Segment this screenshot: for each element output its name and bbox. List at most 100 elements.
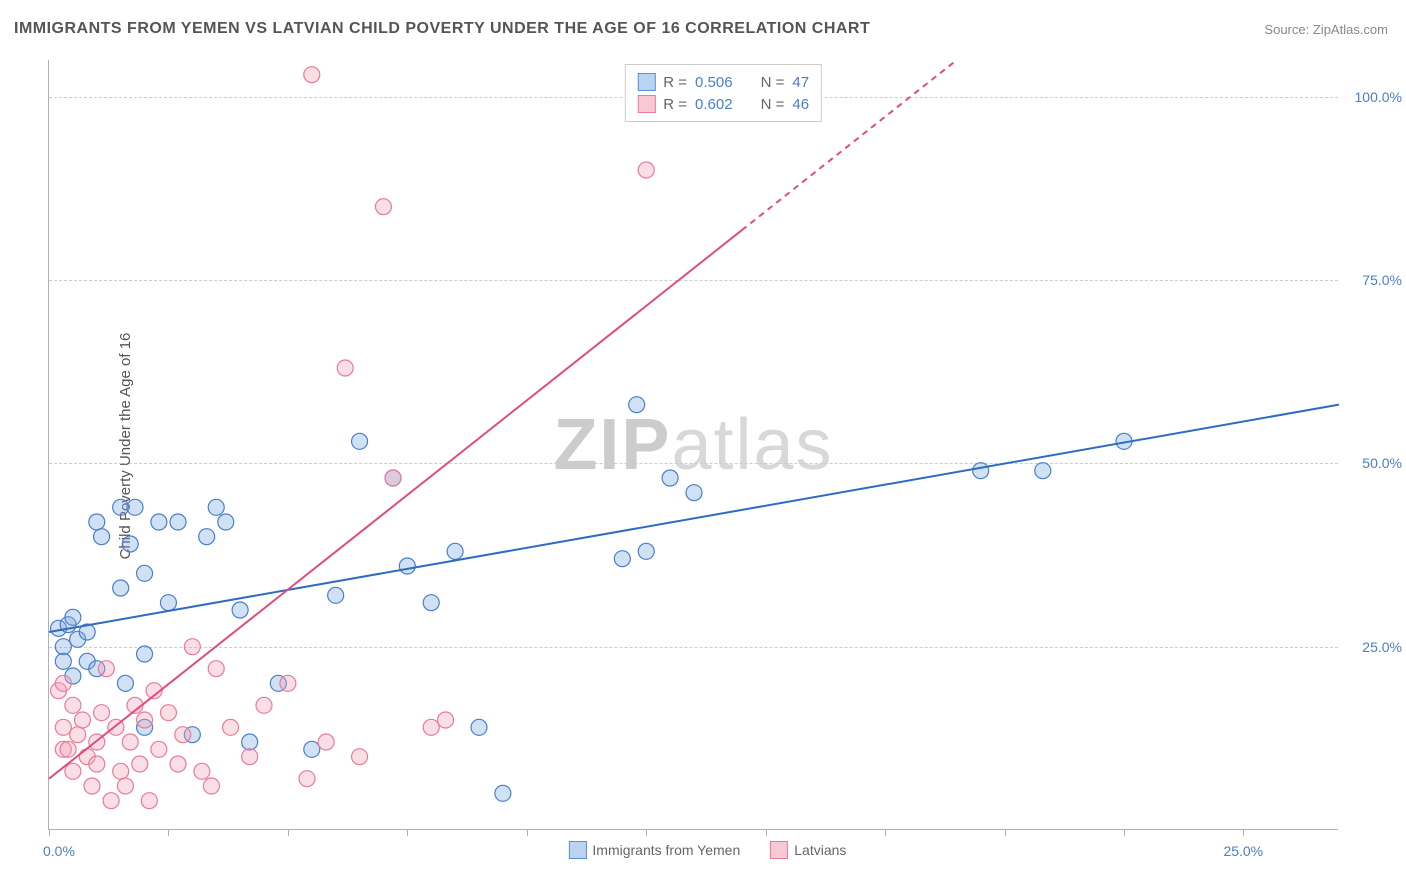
y-tick-label: 25.0% [1362,639,1402,655]
source-label: Source: [1264,22,1309,37]
n-label: N = [761,74,785,91]
scatter-point [208,499,224,515]
legend-stats-row-1: R = 0.602 N = 46 [637,93,809,115]
x-tick [766,829,767,836]
scatter-point [55,675,71,691]
scatter-point [686,485,702,501]
legend-series-box: Immigrants from Yemen Latvians [568,841,846,859]
scatter-point [184,639,200,655]
scatter-point [122,734,138,750]
scatter-point [170,756,186,772]
legend-stats-row-0: R = 0.506 N = 47 [637,71,809,93]
legend-item-0-label: Immigrants from Yemen [592,842,740,858]
r-label: R = [663,96,687,113]
scatter-point [208,661,224,677]
scatter-point [175,727,191,743]
scatter-point [629,397,645,413]
scatter-point [94,705,110,721]
scatter-point [328,587,344,603]
source-name: ZipAtlas.com [1313,22,1388,37]
scatter-point [137,646,153,662]
chart-container: IMMIGRANTS FROM YEMEN VS LATVIAN CHILD P… [0,0,1406,892]
scatter-point [70,727,86,743]
scatter-point [423,719,439,735]
series-1-swatch-icon [637,95,655,113]
legend-item-1-label: Latvians [794,842,846,858]
x-tick [407,829,408,836]
scatter-point [385,470,401,486]
legend-item-0: Immigrants from Yemen [568,841,740,859]
scatter-point [304,67,320,83]
x-tick [288,829,289,836]
x-tick [168,829,169,836]
scatter-point [638,543,654,559]
trend-line [49,230,742,778]
scatter-point [55,719,71,735]
scatter-point [170,514,186,530]
scatter-point [89,514,105,530]
x-tick-label: 25.0% [1223,843,1263,859]
scatter-point [151,741,167,757]
x-tick [646,829,647,836]
scatter-point [375,199,391,215]
y-tick-label: 75.0% [1362,272,1402,288]
scatter-point [232,602,248,618]
scatter-point [471,719,487,735]
scatter-point [638,162,654,178]
scatter-point [160,705,176,721]
x-tick [527,829,528,836]
scatter-point [74,712,90,728]
n-label: N = [761,96,785,113]
scatter-point [495,785,511,801]
scatter-point [337,360,353,376]
legend-stats-box: R = 0.506 N = 47 R = 0.602 N = 46 [624,64,822,122]
scatter-point [113,580,129,596]
scatter-point [65,763,81,779]
scatter-point [122,536,138,552]
r-label: R = [663,74,687,91]
scatter-point [98,661,114,677]
scatter-point [160,595,176,611]
scatter-point [194,763,210,779]
series-1-n-value: 46 [792,96,809,113]
series-1-r-value: 0.602 [695,96,733,113]
x-tick [1243,829,1244,836]
scatter-point [113,763,129,779]
scatter-point [352,433,368,449]
scatter-point [65,609,81,625]
x-tick-label: 0.0% [43,843,75,859]
scatter-point [89,756,105,772]
scatter-point [973,463,989,479]
scatter-point [117,778,133,794]
chart-title: IMMIGRANTS FROM YEMEN VS LATVIAN CHILD P… [14,20,870,38]
scatter-point [223,719,239,735]
scatter-point [127,499,143,515]
plot-area: ZIPatlas 25.0%50.0%75.0%100.0% R = 0.506… [48,60,1338,830]
series-0-swatch-icon [568,841,586,859]
scatter-point [318,734,334,750]
scatter-point [352,749,368,765]
scatter-point [614,551,630,567]
x-tick [49,829,50,836]
y-tick-label: 100.0% [1355,89,1402,105]
source-attribution: Source: ZipAtlas.com [1264,22,1388,37]
scatter-point [137,565,153,581]
scatter-point [55,639,71,655]
trend-line [49,405,1339,632]
scatter-point [199,529,215,545]
scatter-point [256,697,272,713]
scatter-point [280,675,296,691]
scatter-point [423,595,439,611]
series-0-n-value: 47 [792,74,809,91]
plot-svg [49,60,1338,829]
scatter-point [242,749,258,765]
scatter-point [117,675,133,691]
y-tick-label: 50.0% [1362,455,1402,471]
legend-item-1: Latvians [770,841,846,859]
scatter-point [304,741,320,757]
scatter-point [137,712,153,728]
scatter-point [662,470,678,486]
scatter-point [218,514,234,530]
x-tick [885,829,886,836]
scatter-point [1035,463,1051,479]
